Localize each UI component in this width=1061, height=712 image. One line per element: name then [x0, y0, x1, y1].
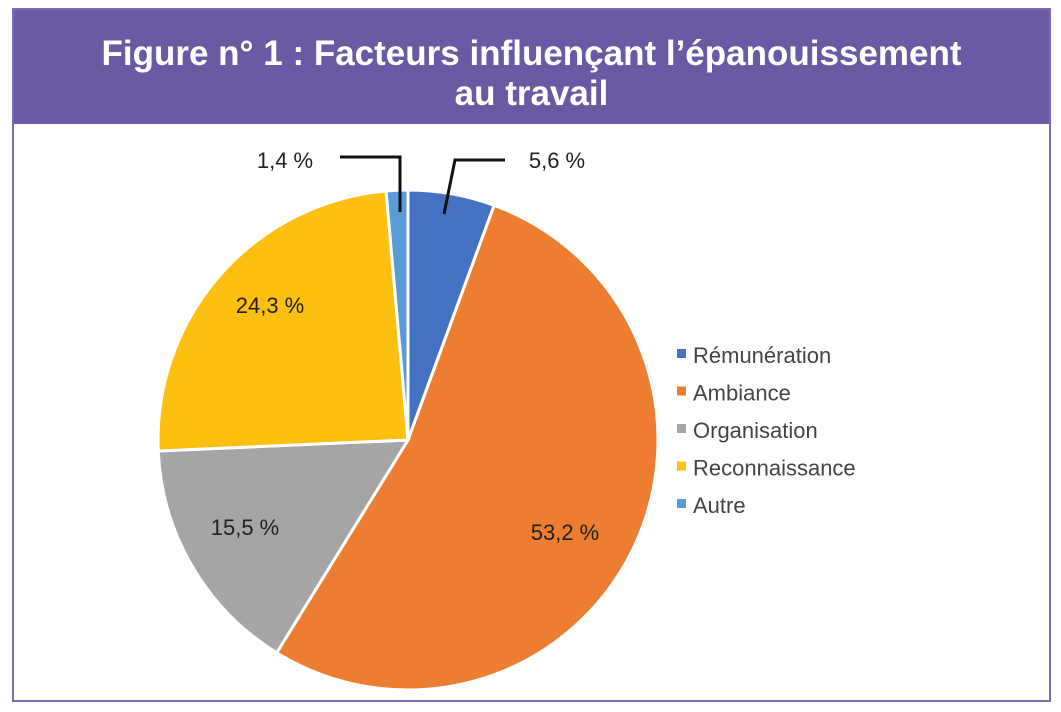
legend-label-remuneration: Rémunération [693, 343, 831, 368]
legend-marker-reconnaissance [677, 461, 686, 471]
data-label-organisation: 15,5 % [211, 515, 280, 540]
legend-marker-remuneration [677, 349, 686, 358]
pie-slice-reconnaissance [156, 189, 410, 453]
legend-marker-organisation [677, 424, 686, 433]
pie-slice-autre [384, 188, 410, 441]
legend-label-reconnaissance: Reconnaissance [693, 456, 856, 481]
legend-label-ambiance: Ambiance [693, 381, 791, 406]
legend-label-autre: Autre [693, 493, 746, 518]
chart-title-line-2: au travail [454, 74, 609, 113]
leader-line-remuneration [442, 158, 505, 215]
data-label-remuneration: 5,6 % [529, 148, 585, 173]
data-label-ambiance: 53,2 % [531, 520, 600, 545]
legend-marker-autre [677, 499, 686, 508]
legend-label-organisation: Organisation [693, 418, 818, 443]
data-label-autre: 1,4 % [257, 148, 313, 173]
pie-slice-ambiance [274, 203, 660, 692]
leader-line-autre [340, 155, 402, 212]
pie-slice-organisation [156, 438, 411, 655]
data-label-reconnaissance: 24,3 % [236, 293, 305, 318]
chart-title-line-1: Figure n° 1 : Facteurs influençant l’épa… [101, 34, 962, 73]
chart-title: Figure n° 1 : Facteurs influençant l’épa… [14, 10, 1049, 124]
legend-marker-ambiance [677, 386, 686, 396]
